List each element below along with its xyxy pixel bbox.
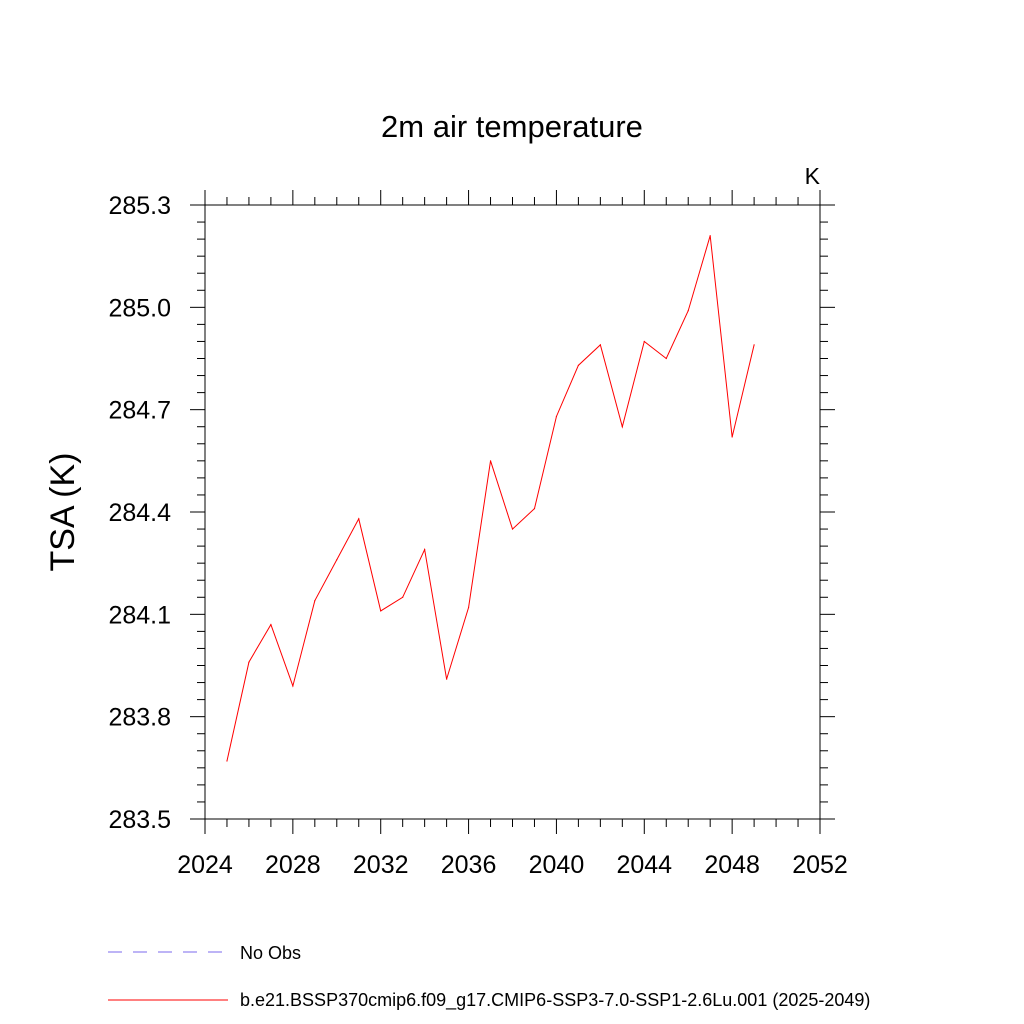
legend-label-model: b.e21.BSSP370cmip6.f09_g17.CMIP6-SSP3-7.… <box>240 990 870 1011</box>
data-point <box>511 528 514 530</box>
data-point <box>248 661 250 663</box>
data-point <box>555 415 558 418</box>
x-tick-label: 2036 <box>441 851 497 879</box>
data-point <box>402 596 404 598</box>
y-tick-label: 285.3 <box>108 192 171 220</box>
data-point <box>314 600 316 602</box>
data-point <box>753 344 755 346</box>
data-point <box>226 760 228 762</box>
data-point <box>424 548 426 551</box>
data-point <box>336 559 338 561</box>
units-label: K <box>805 163 821 189</box>
x-tick-label: 2048 <box>704 851 760 879</box>
data-point <box>270 623 272 626</box>
data-point <box>292 685 294 687</box>
legend-label-no-obs: No Obs <box>240 943 301 963</box>
series-line <box>226 235 755 762</box>
plot-frame <box>204 204 821 820</box>
data-point <box>467 606 470 609</box>
data-point <box>489 460 492 462</box>
x-tick-label: 2032 <box>353 851 409 879</box>
y-axis-label: TSA (K) <box>44 452 82 571</box>
data-point <box>665 357 667 360</box>
x-tick-labels: 2024 2028 2032 2036 2040 2044 2048 2052 <box>177 851 848 879</box>
x-tick-label: 2024 <box>177 851 233 879</box>
x-tick-label: 2028 <box>265 851 321 879</box>
y-tick-label: 283.8 <box>108 704 171 732</box>
y-tick-label: 284.4 <box>108 499 171 527</box>
x-tick-label: 2040 <box>529 851 585 879</box>
data-point <box>709 235 711 237</box>
axis-ticks <box>190 190 835 834</box>
y-tick-label: 283.5 <box>108 806 171 834</box>
y-tick-label: 284.7 <box>108 397 171 425</box>
data-point <box>446 678 448 680</box>
x-tick-label: 2044 <box>616 851 672 879</box>
data-point <box>358 518 360 520</box>
y-tick-label: 284.1 <box>108 601 171 629</box>
data-point <box>731 436 733 438</box>
legend: No Obs b.e21.BSSP370cmip6.f09_g17.CMIP6-… <box>108 943 870 1011</box>
data-point <box>380 610 382 612</box>
data-point <box>533 507 536 510</box>
x-tick-label: 2052 <box>792 851 848 879</box>
data-point <box>621 426 623 428</box>
data-point <box>687 310 689 312</box>
chart-title: 2m air temperature <box>381 109 643 144</box>
series-group <box>226 235 755 762</box>
y-tick-label: 285.0 <box>108 294 171 322</box>
data-point <box>599 344 601 346</box>
y-tick-labels: 285.3 285.0 284.7 284.4 284.1 283.8 283.5 <box>108 192 171 834</box>
data-point <box>577 364 579 366</box>
data-point <box>643 340 645 343</box>
